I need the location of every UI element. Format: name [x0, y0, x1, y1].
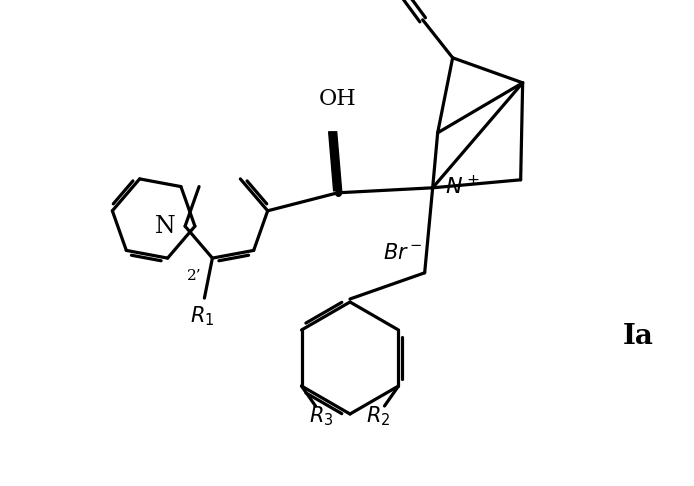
Text: $Br^-$: $Br^-$ — [383, 243, 423, 263]
Polygon shape — [329, 132, 341, 191]
Text: OH: OH — [319, 88, 357, 110]
Text: $N^+$: $N^+$ — [445, 176, 480, 199]
Text: N: N — [155, 215, 175, 238]
Text: Ia: Ia — [623, 323, 654, 349]
Text: 2’: 2’ — [187, 269, 202, 283]
Text: $R_3$: $R_3$ — [310, 404, 334, 428]
Text: $R_1$: $R_1$ — [190, 304, 214, 328]
Text: $R_2$: $R_2$ — [366, 404, 391, 428]
